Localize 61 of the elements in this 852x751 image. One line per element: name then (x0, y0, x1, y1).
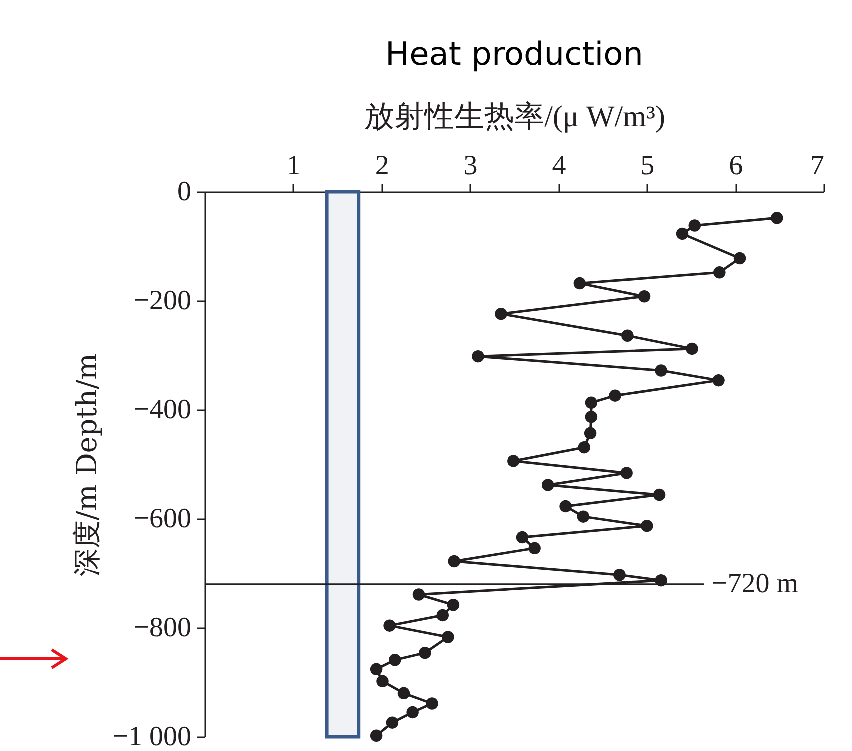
point (376, 675, 389, 688)
point (412, 588, 426, 601)
point (442, 631, 454, 644)
point (578, 441, 590, 454)
x-tick-label: 5 (640, 150, 655, 182)
point (653, 488, 666, 502)
point (614, 569, 626, 582)
y-axis-title: 深度/m Depth/m (70, 353, 104, 577)
point (620, 467, 633, 480)
point (495, 308, 508, 320)
point (686, 342, 698, 356)
point (370, 730, 383, 742)
y-tick-label: −200 (134, 286, 192, 316)
point (771, 212, 784, 224)
y-tick-label: −800 (134, 612, 192, 644)
point (577, 510, 590, 523)
y-tick-label: 0 (178, 176, 192, 208)
point (507, 455, 520, 468)
point (528, 542, 541, 555)
point (714, 266, 726, 279)
point (406, 706, 419, 719)
point (585, 410, 598, 424)
point (516, 531, 529, 544)
point (655, 364, 668, 377)
point (609, 390, 622, 402)
x-tick-label: 7 (810, 150, 824, 182)
point (542, 479, 554, 492)
chart-title: Heat production (386, 35, 644, 73)
x-axis-title: 放射性生热率/(μ W/m³) (364, 100, 666, 134)
point (388, 654, 402, 666)
point (370, 663, 383, 676)
point (688, 220, 702, 232)
point (734, 252, 746, 265)
point (584, 427, 597, 440)
ref-line-label: −720 m (712, 568, 799, 600)
x-tick-label: 2 (375, 150, 390, 182)
x-tick-label: 1 (286, 150, 301, 182)
point (560, 500, 572, 513)
point (386, 716, 399, 729)
point (419, 646, 432, 660)
y-tick-label: −400 (134, 394, 192, 426)
x-tick-label: 6 (729, 150, 744, 182)
x-tick-label: 3 (464, 150, 478, 182)
y-tick-label: −1 000 (112, 722, 192, 751)
point (472, 350, 484, 363)
point (676, 228, 689, 240)
point (622, 330, 634, 342)
x-tick-label: 4 (552, 150, 566, 182)
point (384, 620, 396, 632)
point (638, 290, 651, 303)
point (574, 277, 586, 290)
point (448, 555, 460, 568)
y-tick-label: −600 (134, 504, 192, 534)
point (447, 599, 460, 612)
point (641, 520, 654, 532)
point (426, 698, 438, 710)
point (398, 687, 410, 700)
point (436, 609, 449, 622)
point (585, 396, 598, 410)
point (655, 574, 668, 587)
point (712, 374, 725, 387)
